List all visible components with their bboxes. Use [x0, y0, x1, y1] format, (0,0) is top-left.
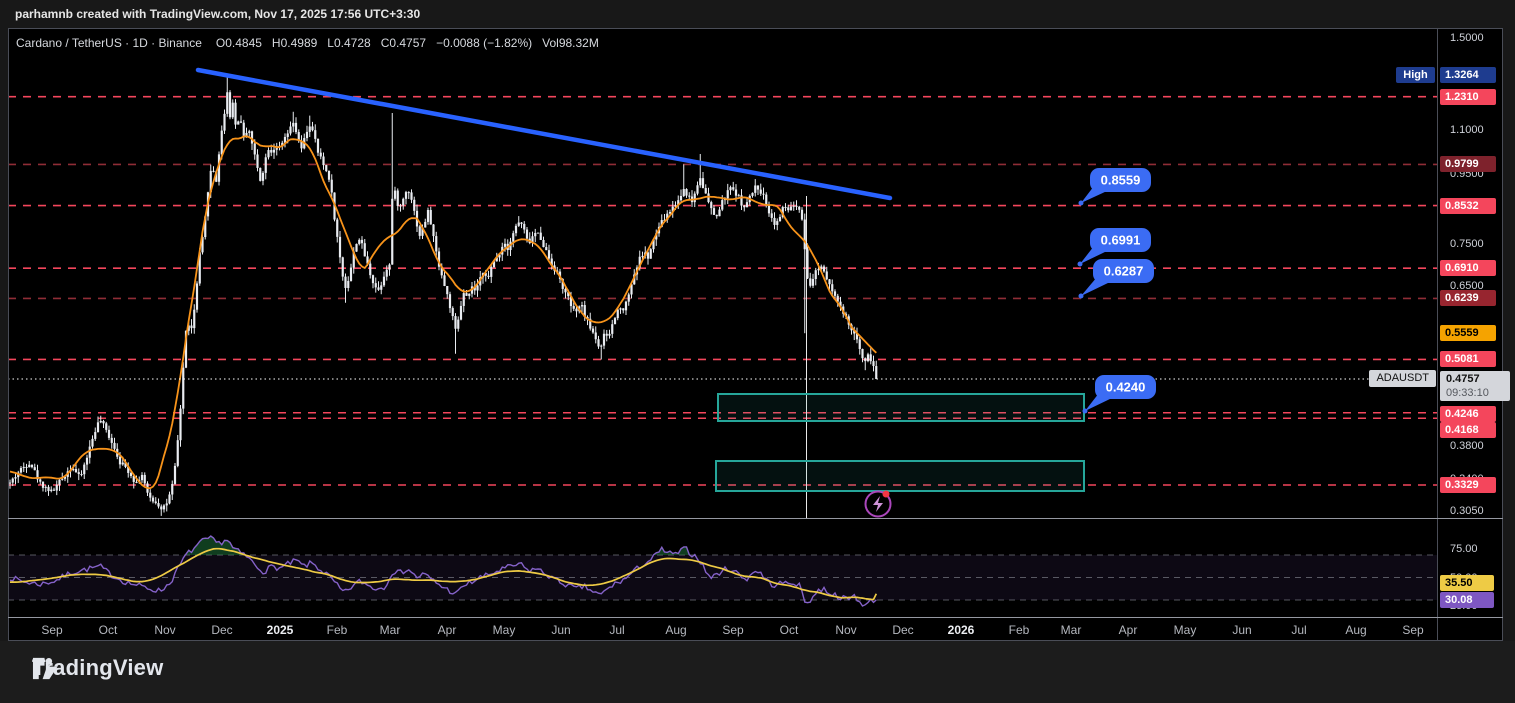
price-level-badge[interactable]: 0.6239: [1440, 290, 1496, 307]
price-scale-label: 0.6500: [1450, 280, 1484, 293]
legend-value: C0.4757: [380, 36, 427, 50]
legend-value: L0.4728: [327, 36, 371, 50]
time-axis-month[interactable]: Jun: [551, 623, 571, 637]
price-scale-label: 1.1000: [1450, 124, 1484, 137]
price-level-badge[interactable]: 0.4246: [1440, 406, 1496, 422]
time-axis-month[interactable]: Jul: [1291, 623, 1307, 637]
time-axis-month[interactable]: Nov: [835, 623, 857, 637]
time-axis[interactable]: Sep Oct Nov Dec 2025 Feb Mar Apr May Jun Jul Aug Sep…: [0, 619, 1515, 641]
trendline[interactable]: [195, 67, 893, 201]
price-level-badge[interactable]: 0.4168: [1440, 422, 1496, 438]
price-scale-label: 0.3800: [1450, 439, 1484, 452]
time-axis-month[interactable]: Mar: [379, 623, 401, 637]
time-axis-month[interactable]: Jul: [609, 623, 625, 637]
symbol-title[interactable]: Cardano / TetherUS · 1D · Binance: [16, 36, 202, 50]
time-axis-month[interactable]: Apr: [1118, 623, 1138, 637]
legend-value: O0.4845: [215, 36, 262, 50]
price-level-badge[interactable]: 0.8532: [1440, 197, 1496, 214]
legend-value: H0.4989: [271, 36, 318, 50]
high-value-badge[interactable]: 1.3264: [1440, 66, 1496, 83]
price-level-badge[interactable]: 0.5559: [1440, 324, 1496, 341]
time-axis-month[interactable]: Nov: [154, 623, 176, 637]
time-axis-month[interactable]: Apr: [437, 623, 457, 637]
time-axis-month[interactable]: May: [492, 623, 516, 637]
time-axis-month[interactable]: May: [1173, 623, 1197, 637]
time-axis-month[interactable]: Oct: [779, 623, 799, 637]
price-scale-label: 0.7500: [1450, 237, 1484, 250]
price-level-badge[interactable]: 0.9799: [1440, 156, 1496, 173]
time-axis-month[interactable]: Dec: [892, 623, 914, 637]
time-axis-month[interactable]: Sep: [41, 623, 63, 637]
rsi-value-badge[interactable]: 30.08: [1440, 592, 1494, 608]
time-axis-year[interactable]: 2026: [947, 623, 975, 637]
price-scale-label: 0.3050: [1450, 504, 1484, 517]
price-level-badge[interactable]: 0.3329: [1440, 476, 1496, 493]
last-price-badge[interactable]: 0.4757 09:33:10: [1440, 371, 1510, 401]
high-tag-badge[interactable]: High: [1396, 66, 1435, 83]
tradingview-logo-icon: [32, 657, 58, 680]
time-axis-month[interactable]: Dec: [211, 623, 233, 637]
price-scale-label: 1.5000: [1450, 32, 1484, 44]
attribution-text: parhamnb created with TradingView.com, N…: [15, 7, 421, 21]
symbol-name-badge[interactable]: ADAUSDT: [1369, 370, 1436, 387]
last-price-value: 0.4757: [1446, 373, 1480, 385]
symbol-legend[interactable]: Cardano / TetherUS · 1D · Binance O0.4845…: [16, 36, 609, 52]
time-axis-month[interactable]: Aug: [665, 623, 687, 637]
price-level-badge[interactable]: 0.6910: [1440, 260, 1496, 277]
ma-line[interactable]: [9, 135, 877, 490]
price-note-callout[interactable]: 0.6287: [1078, 259, 1155, 299]
main-pane[interactable]: [8, 67, 1437, 519]
price-level-badge[interactable]: 0.5081: [1440, 351, 1496, 368]
svg-text:0.6991: 0.6991: [1101, 233, 1141, 248]
time-axis-month[interactable]: Jun: [1232, 623, 1252, 637]
time-axis-month[interactable]: Feb: [326, 623, 348, 637]
svg-text:0.6287: 0.6287: [1104, 264, 1144, 279]
rsi-value-badge[interactable]: 35.50: [1440, 575, 1494, 591]
rsi-scale-label: 75.00: [1450, 543, 1478, 556]
chart-background: [8, 28, 1503, 641]
time-axis-month[interactable]: Feb: [1008, 623, 1030, 637]
svg-text:0.8559: 0.8559: [1101, 173, 1141, 188]
time-axis-month[interactable]: Sep: [1402, 623, 1424, 637]
bar-countdown: 09:33:10: [1446, 387, 1489, 399]
time-axis-month[interactable]: Oct: [98, 623, 118, 637]
time-axis-month[interactable]: Sep: [722, 623, 744, 637]
price-note-callout[interactable]: 0.4240: [1082, 375, 1157, 414]
price-level-badge[interactable]: 1.2310: [1440, 88, 1496, 105]
price-note-callout[interactable]: 0.8559: [1078, 168, 1152, 206]
event-lightning-icon[interactable]: [864, 490, 892, 518]
price-note-callout[interactable]: 0.6991: [1077, 228, 1152, 267]
legend-value: −0.0088 (−1.82%): [436, 36, 533, 50]
footer-bar: TradingView: [0, 641, 1515, 703]
rsi-pane[interactable]: [8, 535, 1437, 607]
time-axis-month[interactable]: Aug: [1345, 623, 1367, 637]
tradingview-brand: TradingView: [32, 655, 163, 681]
svg-text:0.4240: 0.4240: [1106, 380, 1146, 395]
attribution-bar: parhamnb created with TradingView.com, N…: [0, 0, 1515, 28]
time-axis-year[interactable]: 2025: [266, 623, 294, 637]
rsi-ma-line[interactable]: [10, 547, 878, 601]
supply-zone-box[interactable]: [717, 393, 1085, 422]
supply-zone-box[interactable]: [715, 460, 1085, 492]
time-axis-month[interactable]: Mar: [1060, 623, 1082, 637]
chart-frame: [8, 28, 1503, 641]
legend-value: Vol98.32M: [542, 36, 599, 50]
